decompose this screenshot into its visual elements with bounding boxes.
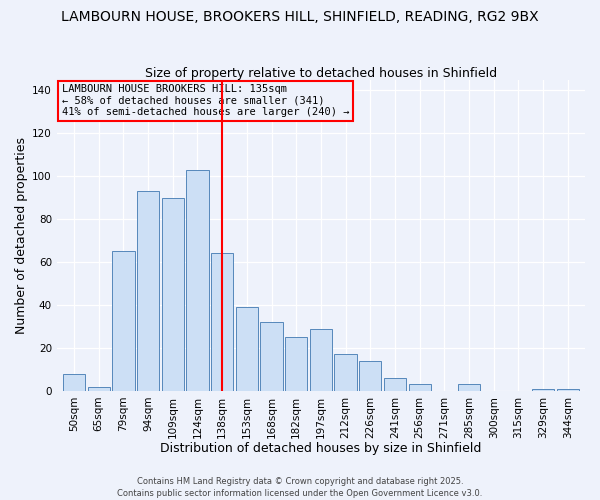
Bar (236, 307, 258, 391)
Text: LAMBOURN HOUSE, BROOKERS HILL, SHINFIELD, READING, RG2 9BX: LAMBOURN HOUSE, BROOKERS HILL, SHINFIELD… (61, 10, 539, 24)
Bar (112, 252, 134, 391)
Y-axis label: Number of detached properties: Number of detached properties (15, 136, 28, 334)
Bar (310, 328, 332, 391)
Bar (458, 384, 480, 391)
Bar (359, 361, 382, 391)
Bar (187, 170, 209, 391)
Bar (260, 322, 283, 391)
Title: Size of property relative to detached houses in Shinfield: Size of property relative to detached ho… (145, 66, 497, 80)
Text: Contains HM Land Registry data © Crown copyright and database right 2025.
Contai: Contains HM Land Registry data © Crown c… (118, 476, 482, 498)
Bar (137, 191, 159, 391)
Bar (409, 384, 431, 391)
Text: LAMBOURN HOUSE BROOKERS HILL: 135sqm
← 58% of detached houses are smaller (341)
: LAMBOURN HOUSE BROOKERS HILL: 135sqm ← 5… (62, 84, 350, 117)
Bar (161, 198, 184, 391)
Bar (63, 374, 85, 391)
X-axis label: Distribution of detached houses by size in Shinfield: Distribution of detached houses by size … (160, 442, 482, 455)
Bar (88, 386, 110, 391)
Bar (532, 388, 554, 391)
Bar (384, 378, 406, 391)
Bar (557, 388, 579, 391)
Bar (211, 254, 233, 391)
Bar (334, 354, 356, 391)
Bar (285, 337, 307, 391)
